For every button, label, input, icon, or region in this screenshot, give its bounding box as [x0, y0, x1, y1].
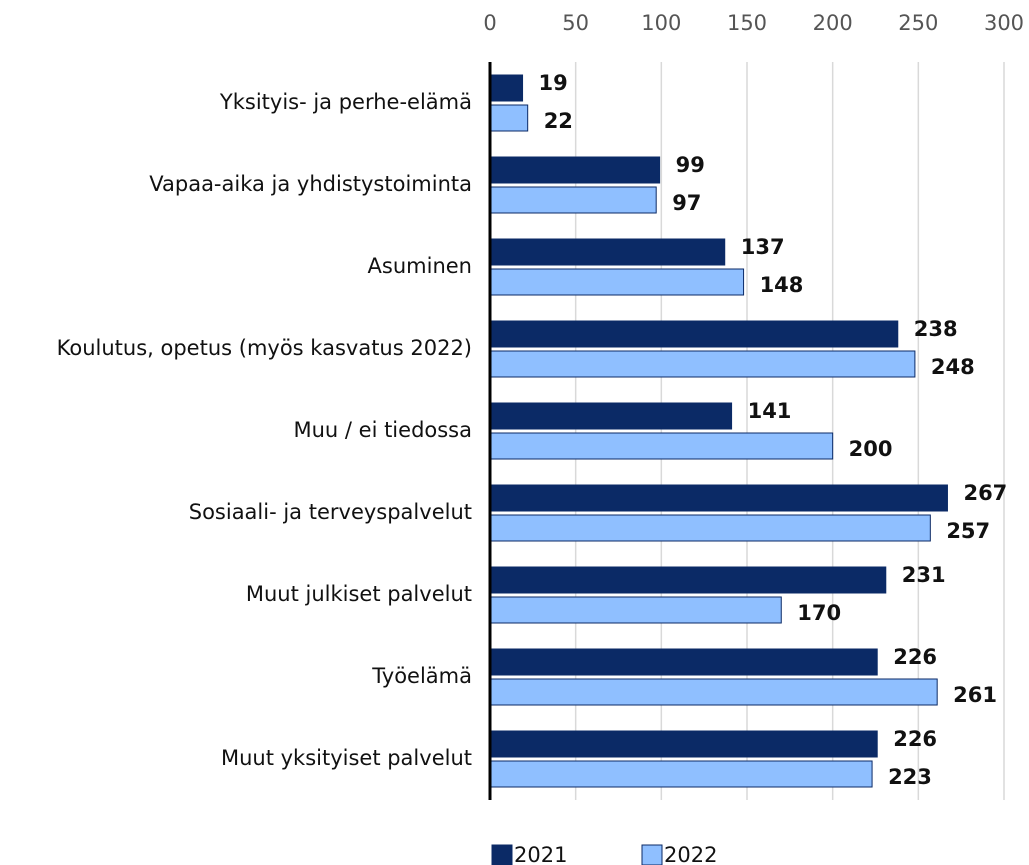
x-tick-label: 300 — [984, 11, 1024, 35]
value-label: 226 — [893, 645, 937, 669]
value-label: 170 — [797, 601, 841, 625]
bar — [489, 268, 745, 296]
value-label: 223 — [888, 765, 932, 789]
bar — [489, 596, 782, 624]
bar — [489, 238, 726, 266]
category-label: Muut yksityiset palvelut — [221, 746, 472, 770]
bar — [489, 760, 873, 788]
category-label: Muut julkiset palvelut — [246, 582, 472, 606]
x-tick-label: 200 — [813, 11, 853, 35]
bar — [489, 350, 916, 378]
value-label: 97 — [672, 191, 701, 215]
value-label: 19 — [539, 71, 568, 95]
value-label: 226 — [893, 727, 937, 751]
legend-swatch — [641, 844, 663, 865]
x-tick-label: 50 — [562, 11, 589, 35]
value-label: 231 — [902, 563, 946, 587]
bar — [489, 320, 899, 348]
x-tick-label: 150 — [727, 11, 767, 35]
category-label: Vapaa-aika ja yhdistystoiminta — [149, 172, 472, 196]
bar — [489, 74, 524, 102]
value-label: 248 — [931, 355, 975, 379]
value-label: 261 — [953, 683, 997, 707]
category-label: Yksityis- ja perhe-elämä — [219, 90, 472, 114]
bar — [489, 484, 948, 512]
bar — [489, 432, 834, 460]
x-tick-label: 100 — [641, 11, 681, 35]
x-tick-label: 0 — [483, 11, 496, 35]
bar — [489, 156, 661, 184]
value-label: 99 — [676, 153, 705, 177]
value-label: 267 — [963, 481, 1007, 505]
legend-swatch — [491, 844, 513, 865]
category-label: Asuminen — [368, 254, 472, 278]
value-label: 200 — [849, 437, 893, 461]
bar — [489, 648, 878, 676]
category-label: Työelämä — [371, 664, 472, 688]
value-label: 148 — [760, 273, 804, 297]
x-tick-label: 250 — [898, 11, 938, 35]
bar — [489, 566, 887, 594]
value-label: 22 — [544, 109, 573, 133]
bar — [489, 186, 657, 214]
value-label: 238 — [914, 317, 958, 341]
category-label: Sosiaali- ja terveyspalvelut — [189, 500, 472, 524]
category-label: Muu / ei tiedossa — [293, 418, 472, 442]
value-label: 137 — [741, 235, 785, 259]
bar — [489, 402, 733, 430]
value-label: 141 — [748, 399, 792, 423]
legend-label: 2022 — [664, 843, 717, 865]
value-label: 257 — [946, 519, 990, 543]
bar — [489, 514, 931, 542]
bar — [489, 678, 938, 706]
legend-label: 2021 — [514, 843, 567, 865]
category-label: Koulutus, opetus (myös kasvatus 2022) — [57, 336, 472, 360]
bar — [489, 730, 878, 758]
bar — [489, 104, 529, 132]
